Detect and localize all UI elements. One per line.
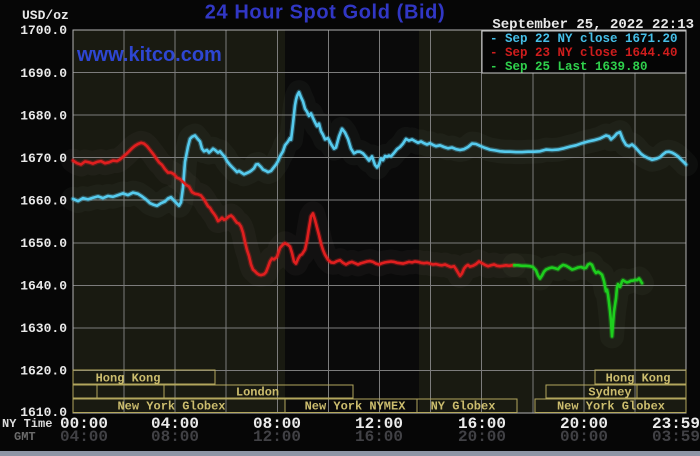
- svg-text:1700.0: 1700.0: [20, 23, 67, 38]
- svg-text:00:00: 00:00: [60, 415, 108, 433]
- svg-text:- Sep 22 NY close 1671.20: - Sep 22 NY close 1671.20: [490, 32, 678, 46]
- svg-text:1670.0: 1670.0: [20, 151, 67, 166]
- svg-text:Sydney: Sydney: [588, 386, 631, 400]
- svg-text:New York Globex: New York Globex: [557, 400, 665, 414]
- svg-text:New York Globex: New York Globex: [117, 400, 225, 414]
- svg-text:20:00: 20:00: [560, 415, 608, 433]
- svg-text:08:00: 08:00: [253, 415, 301, 433]
- svg-text:04:00: 04:00: [151, 415, 199, 433]
- svg-text:Hong Kong: Hong Kong: [96, 372, 161, 386]
- svg-text:04:00: 04:00: [60, 428, 108, 446]
- svg-text:00:00: 00:00: [560, 428, 608, 446]
- svg-text:- Sep 23 NY close 1644.40: - Sep 23 NY close 1644.40: [490, 46, 678, 60]
- svg-text:1660.0: 1660.0: [20, 194, 67, 209]
- svg-text:16:00: 16:00: [355, 428, 403, 446]
- svg-text:September 25, 2022 22:13: September 25, 2022 22:13: [492, 17, 694, 33]
- svg-text:20:00: 20:00: [458, 428, 506, 446]
- svg-text:London: London: [236, 386, 279, 400]
- svg-text:12:00: 12:00: [355, 415, 403, 433]
- svg-text:GMT: GMT: [14, 430, 36, 444]
- svg-text:www.kitco.com: www.kitco.com: [76, 44, 222, 66]
- svg-text:1630.0: 1630.0: [20, 321, 67, 336]
- svg-text:Hong Kong: Hong Kong: [606, 372, 671, 386]
- svg-text:1680.0: 1680.0: [20, 109, 67, 124]
- svg-text:USD/oz: USD/oz: [22, 8, 69, 23]
- svg-text:24 Hour Spot Gold (Bid): 24 Hour Spot Gold (Bid): [205, 2, 445, 24]
- svg-text:08:00: 08:00: [151, 428, 199, 446]
- svg-text:- Sep 25 Last 1639.80: - Sep 25 Last 1639.80: [490, 60, 648, 74]
- svg-text:1610.0: 1610.0: [20, 405, 67, 420]
- svg-text:12:00: 12:00: [253, 428, 301, 446]
- svg-text:16:00: 16:00: [458, 415, 506, 433]
- svg-text:New York NYMEX: New York NYMEX: [305, 400, 407, 414]
- svg-text:NY Time: NY Time: [2, 417, 52, 431]
- svg-text:03:59: 03:59: [652, 428, 700, 446]
- svg-text:1650.0: 1650.0: [20, 236, 67, 251]
- svg-text:NY Globex: NY Globex: [431, 400, 496, 414]
- svg-text:1640.0: 1640.0: [20, 279, 67, 294]
- svg-text:1620.0: 1620.0: [20, 364, 67, 379]
- svg-text:1690.0: 1690.0: [20, 66, 67, 81]
- svg-text:23:59: 23:59: [652, 415, 700, 433]
